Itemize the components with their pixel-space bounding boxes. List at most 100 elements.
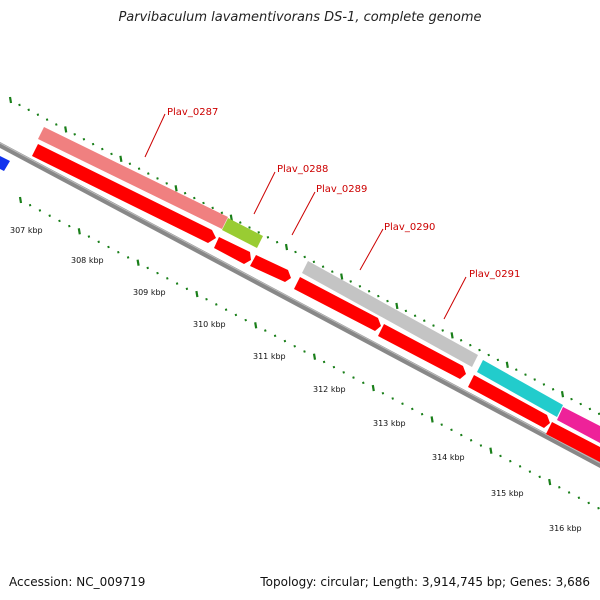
- outer-tick: [128, 162, 132, 166]
- cog-block-next-1: [477, 360, 563, 417]
- inner-tick: [166, 277, 169, 280]
- map-title: Parvibaculum lavamentivorans DS-1, compl…: [118, 10, 482, 25]
- leader-plav-0287: [144, 113, 166, 158]
- cog-block-prev: [0, 156, 10, 171]
- cog-track: [0, 127, 600, 443]
- inner-tick: [460, 433, 463, 437]
- outer-tick: [367, 289, 371, 293]
- outer-tick: [588, 407, 592, 411]
- inner-tick: [489, 447, 493, 454]
- inner-tick: [117, 250, 120, 254]
- inner-tick: [244, 318, 247, 322]
- inner-tick: [38, 209, 42, 212]
- outer-tick: [413, 314, 417, 318]
- outer-tick: [183, 191, 187, 195]
- outer-tick: [597, 412, 600, 416]
- outer-tick: [45, 118, 49, 121]
- inner-tick: [48, 214, 51, 217]
- gene-label-plav-0287: Plav_0287: [167, 107, 218, 118]
- outer-tick: [8, 96, 13, 104]
- outer-tick: [18, 103, 21, 107]
- inner-tick: [224, 308, 228, 311]
- outer-tick: [174, 185, 178, 192]
- outer-tick: [441, 329, 444, 332]
- outer-tick: [266, 236, 270, 239]
- outer-tick: [321, 265, 325, 269]
- inner-tick: [234, 313, 238, 317]
- gene-label-plav-0291: Plav_0291: [469, 269, 520, 280]
- inner-tick: [312, 353, 317, 360]
- inner-tick: [558, 485, 561, 489]
- inner-tick: [293, 344, 296, 348]
- outer-tick: [137, 167, 141, 170]
- outer-tick: [36, 113, 40, 116]
- inner-tick: [156, 271, 159, 275]
- inner-tick: [195, 290, 199, 298]
- inner-tick: [479, 444, 483, 447]
- tick-label-group: 307 kbp 308 kbp 309 kbp 310 kbp 311 kbp 312 k…: [10, 226, 582, 533]
- tick-label: 316 kbp: [549, 524, 582, 533]
- outer-tick: [487, 353, 490, 357]
- outer-tick: [358, 285, 362, 288]
- cog-block-next-2: [557, 407, 600, 443]
- outer-tick: [459, 338, 463, 342]
- outer-tick: [469, 343, 472, 347]
- inner-tick: [362, 381, 365, 385]
- outer-tick: [524, 373, 527, 376]
- outer-tick: [193, 196, 196, 200]
- inner-tick: [303, 350, 306, 353]
- cog-block-plav-0287: [38, 127, 228, 229]
- inner-tick: [401, 402, 404, 405]
- outer-tick: [478, 348, 481, 352]
- inner-tick: [185, 287, 189, 291]
- inner-tick: [146, 266, 149, 270]
- inner-tick: [371, 384, 375, 392]
- outer-tick: [220, 211, 224, 215]
- outer-tick: [73, 133, 76, 136]
- inner-tick: [352, 376, 355, 379]
- outer-tick: [386, 299, 389, 303]
- outer-tick: [404, 309, 408, 313]
- topology-text: Topology: circular; Length: 3,914,745 bp…: [260, 575, 590, 589]
- inner-tick: [528, 470, 532, 473]
- inner-tick: [567, 491, 571, 494]
- inner-tick: [440, 423, 443, 426]
- outer-tick: [579, 402, 582, 406]
- outer-tick: [432, 324, 435, 327]
- inner-tick: [97, 240, 100, 244]
- outer-tick: [82, 137, 86, 141]
- outer-tick: [64, 126, 68, 133]
- tick-label: 311 kbp: [253, 352, 286, 361]
- outer-tick: [551, 388, 555, 391]
- outer-tick: [211, 206, 214, 210]
- outer-tick: [303, 255, 306, 259]
- outer-tick: [395, 302, 399, 310]
- outer-tick: [560, 391, 565, 398]
- gene-labels: Plav_0287 Plav_0288 Plav_0289 Plav_0290 …: [167, 107, 520, 280]
- inner-tick: [68, 224, 71, 228]
- tick-label: 315 kbp: [491, 489, 524, 498]
- tick-label: 310 kbp: [193, 320, 226, 329]
- inner-tick: [332, 365, 336, 369]
- outer-tick: [257, 231, 260, 234]
- inner-tick: [283, 339, 287, 343]
- tick-label: 314 kbp: [432, 453, 465, 462]
- cds-arrow-next: [546, 422, 600, 462]
- inner-tick: [538, 475, 541, 479]
- inner-tick: [136, 259, 140, 266]
- inner-tick: [77, 228, 81, 235]
- cds-arrow-plav-0291: [468, 375, 550, 428]
- inner-tick: [430, 416, 434, 423]
- inner-tick: [18, 196, 23, 204]
- inner-tick: [254, 322, 258, 329]
- outer-tick: [156, 177, 159, 180]
- gene-label-plav-0290: Plav_0290: [384, 222, 435, 233]
- cog-block-plav-0288: [222, 218, 263, 248]
- leader-plav-0289: [291, 191, 316, 236]
- inner-tick: [273, 334, 277, 338]
- outer-tick: [349, 280, 352, 283]
- outer-tick: [340, 273, 344, 280]
- outer-tick: [202, 201, 205, 205]
- outer-tick: [570, 397, 573, 401]
- cds-arrow-plav-0290-a: [294, 277, 381, 331]
